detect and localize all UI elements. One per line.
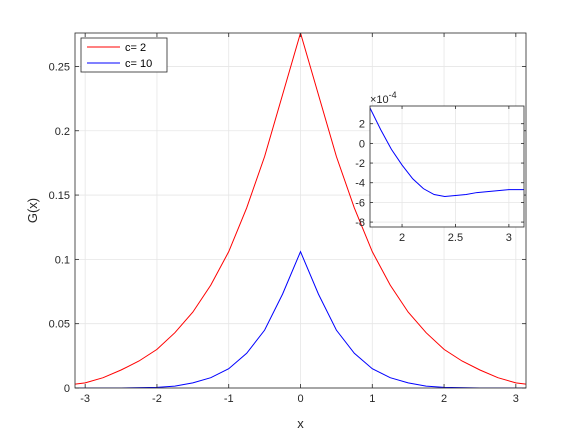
inset-x-tick-label: 2.5: [448, 232, 463, 244]
inset-y-tick-label: -4: [355, 178, 365, 190]
inset-series-line-1: [370, 107, 524, 198]
legend-box: [80, 37, 168, 73]
main-y-tick-label: 0.25: [49, 61, 70, 73]
inset-y-multiplier-base: ×10: [370, 94, 389, 106]
main-series-line-2: [75, 250, 526, 388]
main-x-tick-label: -1: [224, 393, 234, 405]
inset-y-tick-label: -2: [355, 158, 365, 170]
inset-x-tick-label: 3: [506, 232, 512, 244]
main-y-tick-label: 0.05: [49, 319, 70, 331]
main-x-tick-label: 2: [441, 393, 447, 405]
inset-plot-area: [370, 106, 524, 227]
main-x-tick-label: 3: [513, 393, 519, 405]
inset-y-multiplier-exponent: -4: [389, 90, 397, 100]
inset-y-multiplier: ×10-4: [370, 90, 397, 106]
main-y-tick-label: 0: [64, 383, 70, 395]
main-x-tick-label: -2: [152, 393, 162, 405]
inset-y-tick-label: -8: [355, 217, 365, 229]
main-y-tick-label: 0.1: [55, 254, 70, 266]
inset-axes-box: [369, 105, 525, 228]
inset-y-tick-label: 0: [359, 138, 365, 150]
main-series-line-1: [75, 33, 526, 385]
main-x-tick-label: 1: [369, 393, 375, 405]
main-y-tick-label: 0.15: [49, 190, 70, 202]
main-y-tick-label: 0.2: [55, 126, 70, 138]
legend: c= 2 c= 10: [80, 37, 168, 73]
x-axis-label: x: [297, 416, 304, 431]
legend-label-1: c= 2: [125, 42, 146, 54]
inset-y-tick-label: 2: [359, 119, 365, 131]
y-axis-label: G(x): [25, 198, 40, 223]
inset-plot: 2 2.5 3-8-6-4-202×10-4: [355, 90, 525, 244]
inset-y-tick-label: -6: [355, 197, 365, 209]
main-x-tick-label: 0: [297, 393, 303, 405]
inset-x-tick-label: 2: [399, 232, 405, 244]
main-x-tick-label: -3: [80, 393, 90, 405]
legend-label-2: c= 10: [125, 58, 152, 70]
